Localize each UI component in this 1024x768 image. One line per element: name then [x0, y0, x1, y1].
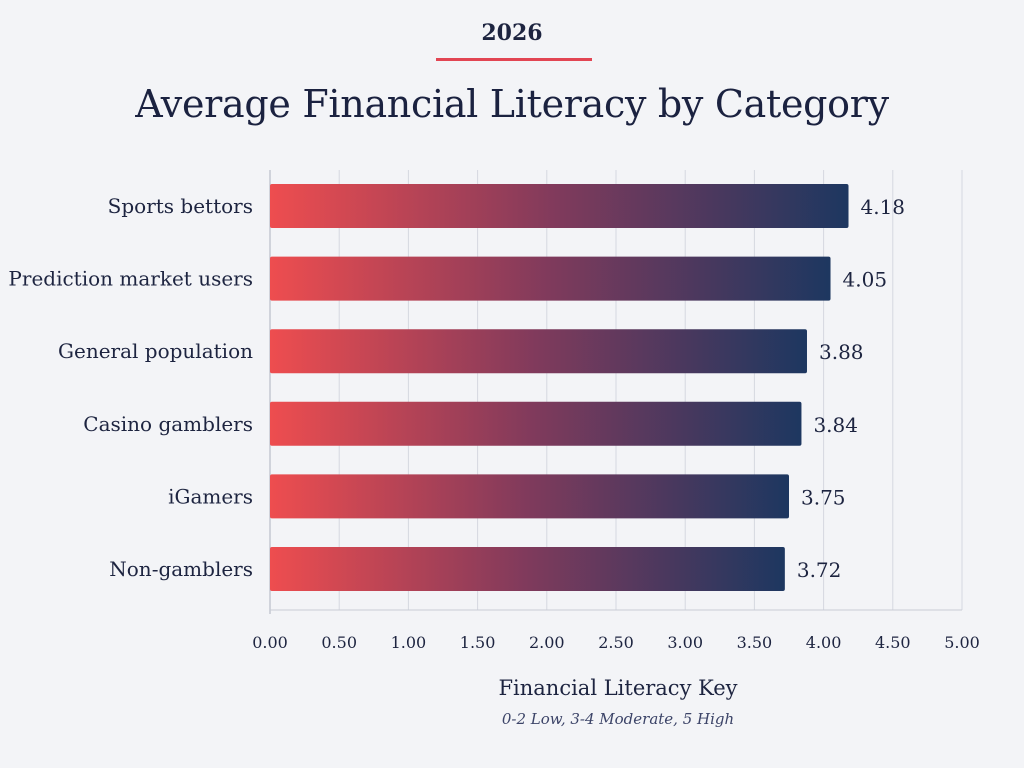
x-tick-label: 3.50	[737, 633, 773, 652]
x-tick-label: 2.00	[529, 633, 565, 652]
value-label: 3.84	[813, 413, 858, 437]
category-label: iGamers	[168, 484, 253, 508]
category-label: Casino gamblers	[83, 412, 253, 436]
bar-general-population	[270, 329, 807, 374]
bars	[270, 184, 849, 591]
bar-prediction-market-users	[270, 256, 831, 301]
x-axis-title: Financial Literacy Key	[498, 676, 738, 700]
category-label: General population	[58, 339, 253, 363]
x-tick-label: 0.50	[321, 633, 357, 652]
bar-casino-gamblers	[270, 401, 802, 446]
x-axis-ticks: 0.00 0.50 1.00 1.50 2.00 2.50 3.00 3.50 4.00 4.50…	[252, 633, 980, 652]
bar-non-gamblers	[270, 547, 785, 591]
x-tick-label: 3.00	[667, 633, 703, 652]
year-underline	[436, 58, 592, 61]
year-label: 2026	[481, 20, 543, 46]
bar-chart: Sports bettors Prediction market users Gen…	[8, 170, 980, 652]
bar-sports-bettors	[270, 184, 849, 228]
x-tick-label: 4.50	[875, 633, 911, 652]
x-axis-note: 0-2 Low, 3-4 Moderate, 5 High	[501, 710, 735, 728]
x-tick-label: 0.00	[252, 633, 288, 652]
value-label: 3.75	[801, 485, 846, 509]
x-tick-label: 1.50	[460, 633, 496, 652]
value-label: 4.05	[843, 268, 888, 292]
value-label: 3.72	[797, 558, 842, 582]
category-label: Prediction market users	[8, 267, 253, 291]
bar-igamers	[270, 474, 789, 519]
category-label: Sports bettors	[108, 194, 253, 218]
value-labels: 4.18 4.05 3.88 3.84 3.75 3.72	[797, 195, 905, 582]
x-tick-label: 1.00	[391, 633, 427, 652]
value-label: 4.18	[861, 195, 906, 219]
grid-lines	[269, 170, 963, 614]
x-tick-label: 5.00	[944, 633, 980, 652]
chart-title: Average Financial Literacy by Category	[135, 82, 889, 126]
category-labels: Sports bettors Prediction market users Gen…	[8, 194, 253, 581]
value-label: 3.88	[819, 340, 864, 364]
x-tick-label: 2.50	[598, 633, 634, 652]
x-tick-label: 4.00	[806, 633, 842, 652]
category-label: Non-gamblers	[109, 557, 253, 581]
